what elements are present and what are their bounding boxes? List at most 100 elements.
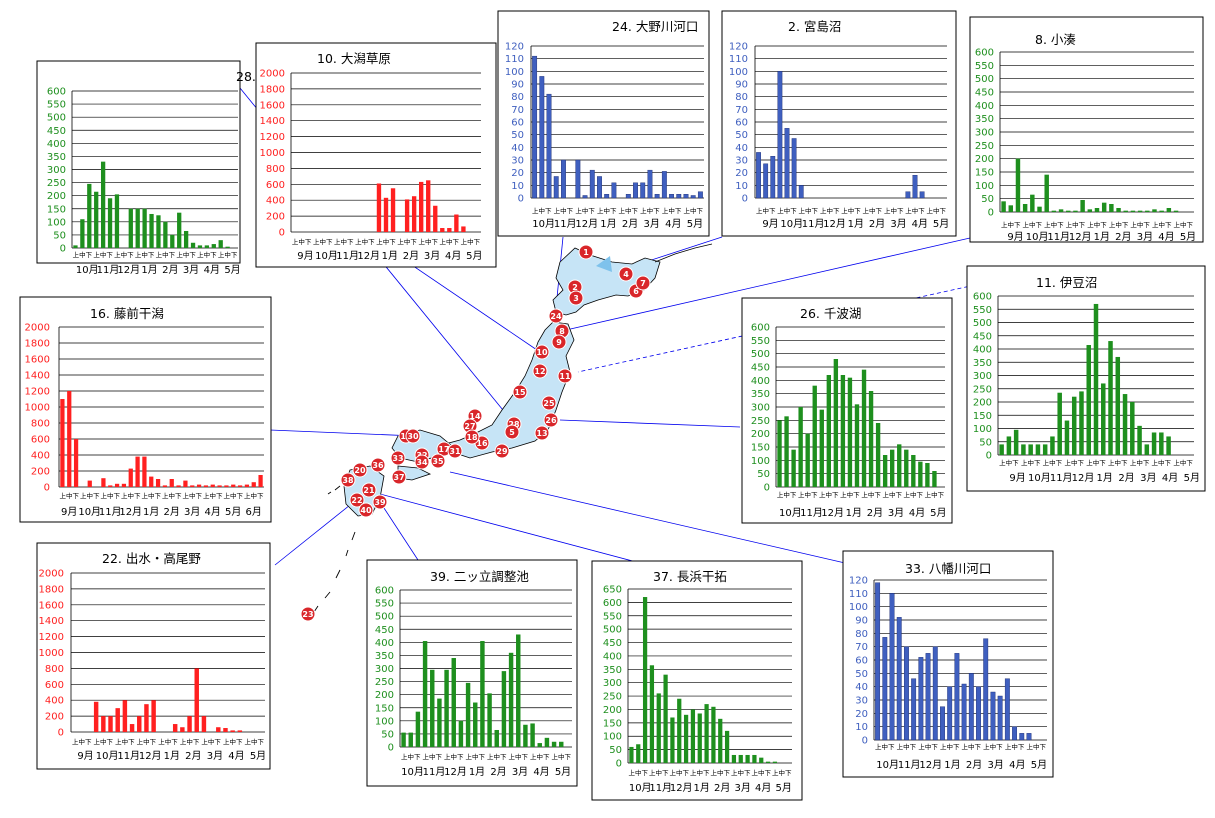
bar: [1073, 210, 1078, 212]
y-tick-label: 20: [855, 709, 868, 720]
x-month-label: 3月: [644, 218, 660, 230]
x-month-label: 4月: [205, 506, 221, 518]
chart-c11: 050100150200250300350400450500550600上中下上…: [966, 265, 1206, 492]
chart-title: 11. 伊豆沼: [1036, 275, 1097, 290]
site-marker: 24: [548, 308, 564, 324]
x-subtick-label: 上中下: [552, 752, 572, 761]
x-month-label: 4月: [445, 250, 461, 262]
chart-title: 33. 八幡川河口: [905, 561, 991, 576]
x-month-label: 9月: [1007, 231, 1023, 243]
x-month-label: 2月: [164, 506, 180, 518]
x-month-label: 4月: [909, 507, 925, 519]
bar: [889, 593, 895, 741]
x-subtick-label: 上中下: [819, 490, 839, 499]
y-tick-label: 2000: [25, 323, 50, 334]
site-marker: 11: [557, 368, 573, 384]
x-month-label: 3月: [888, 507, 904, 519]
chart-frame: [366, 559, 578, 787]
site-marker: 9: [551, 334, 567, 350]
y-tick-label: 50: [979, 437, 992, 448]
bar: [217, 485, 222, 487]
x-month-label: 5月: [933, 218, 949, 230]
x-month-label: 11月: [1050, 472, 1073, 484]
y-tick-label: 150: [751, 443, 770, 454]
chart-c22: 0 200 400 600 800 1000 1200 1400 1600 1800 2000 上中下…: [36, 542, 271, 770]
bar: [162, 485, 168, 487]
bar: [114, 483, 120, 487]
x-subtick-label: 上中下: [334, 237, 354, 246]
bar: [697, 191, 703, 199]
x-subtick-label: 上中下: [1066, 220, 1086, 229]
x-month-label: 12月: [357, 250, 380, 262]
x-subtick-label: 上中下: [918, 742, 938, 751]
x-subtick-label: 上中下: [101, 491, 121, 500]
chart-frame: [255, 42, 497, 268]
x-subtick-label: 上中下: [114, 250, 134, 259]
site-marker: 23: [300, 606, 316, 622]
site-marker-dot: [372, 494, 388, 510]
bar: [142, 456, 147, 487]
site-marker: 3: [568, 290, 584, 306]
x-subtick-label: 上中下: [60, 491, 80, 500]
y-tick-label: 60: [511, 118, 524, 129]
x-month-label: 4月: [1158, 231, 1174, 243]
site-marker-label: 9: [556, 338, 562, 347]
bar: [447, 228, 452, 232]
x-month-label: 11月: [649, 782, 672, 794]
y-tick-label: 120: [505, 42, 524, 53]
x-month-label: 11月: [423, 766, 446, 778]
bar: [1123, 210, 1128, 212]
bar: [224, 485, 229, 487]
x-month-label: 1月: [848, 218, 864, 230]
site-marker: 22: [349, 492, 365, 508]
bar: [718, 718, 723, 763]
x-subtick-label: 上中下: [1044, 220, 1064, 229]
bar: [1093, 303, 1099, 455]
x-month-label: 11月: [802, 218, 825, 230]
x-subtick-label: 上中下: [180, 737, 200, 746]
y-tick-label: 550: [973, 305, 992, 316]
site-marker: 10: [534, 344, 550, 360]
x-subtick-label: 上中下: [137, 737, 157, 746]
site-marker: 40: [358, 502, 374, 518]
bar: [190, 242, 196, 248]
y-tick-label: 50: [511, 130, 524, 141]
bar: [961, 683, 967, 741]
bar: [629, 746, 634, 763]
bar: [875, 423, 881, 487]
x-month-label: 6月: [246, 506, 262, 518]
y-tick-label: 10: [511, 181, 524, 192]
bar: [905, 191, 911, 199]
x-subtick-label: 上中下: [840, 490, 860, 499]
y-tick-label: 400: [45, 696, 64, 707]
x-subtick-label: 上中下: [121, 491, 141, 500]
x-subtick-label: 上中下: [662, 206, 682, 215]
site-marker-label: 17: [438, 445, 449, 454]
x-month-label: 12月: [821, 507, 844, 519]
x-subtick-label: 上中下: [397, 237, 417, 246]
x-subtick-label: 上中下: [940, 742, 960, 751]
x-month-label: 4月: [228, 750, 244, 762]
site-marker: 18: [464, 429, 480, 445]
site-marker-label: 35: [432, 457, 444, 466]
y-tick-label: 1600: [39, 600, 64, 611]
site-marker-label: 34: [416, 458, 428, 467]
chart-c8: 050100150200250300350400450500550600上中下上…: [969, 16, 1204, 243]
site-marker-label: 16: [476, 439, 488, 448]
x-subtick-label: 上中下: [882, 490, 902, 499]
x-subtick-label: 上中下: [683, 206, 703, 215]
bar: [544, 737, 550, 747]
bar: [183, 480, 188, 487]
bar: [770, 155, 776, 199]
y-tick-label: 70: [735, 105, 748, 116]
connector-line: [274, 504, 351, 566]
x-subtick-label: 上中下: [466, 752, 486, 761]
bar: [932, 646, 938, 741]
bar: [983, 638, 989, 741]
bar: [918, 461, 923, 487]
chart-c26: 050100150200250300350400450500550600上中下上…: [741, 297, 953, 524]
site-marker: 4: [618, 266, 634, 282]
x-subtick-label: 上中下: [203, 491, 223, 500]
y-tick-label: 200: [31, 467, 50, 478]
